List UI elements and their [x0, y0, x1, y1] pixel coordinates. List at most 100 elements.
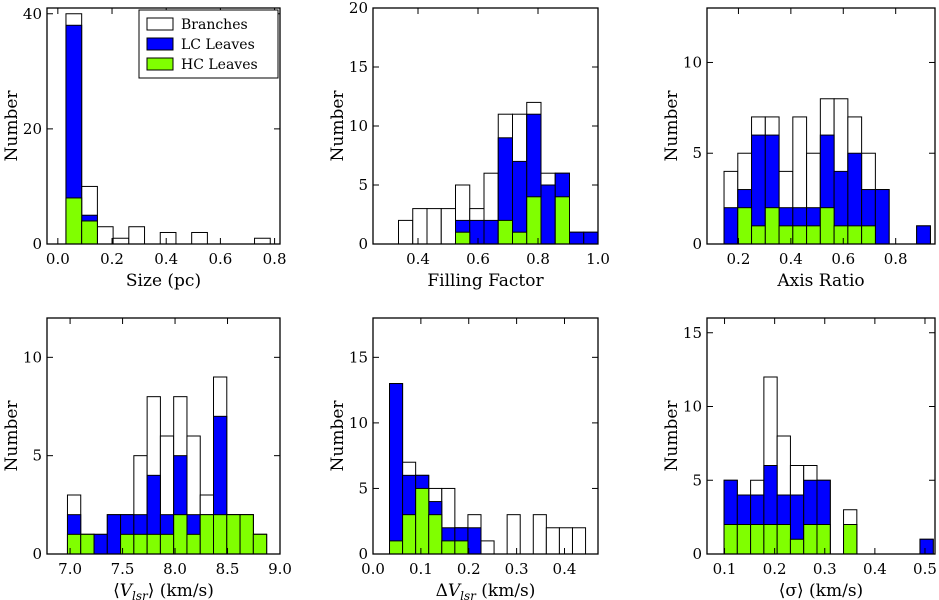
bar-size-branches-4: [128, 226, 146, 245]
ytick-label-dvlsr-2: 10: [349, 414, 368, 432]
ylabel-size: Number: [2, 90, 22, 162]
bar-axis-lc-leaves-0: [723, 207, 739, 245]
bar-vlsr-hc-leaves-8: [173, 514, 188, 555]
ytick-label-sigma-2: 10: [683, 398, 702, 416]
panel-size: 0.0 0.2 0.4 0.6 0.8 0 20 40 Size (pc) Number Branc…: [2, 5, 287, 291]
bar-filling-branches-2: [426, 208, 442, 245]
panel-axis: 0.2 0.4 0.6 0.8 0 5 10 Axis Ratio Number: [662, 7, 936, 291]
xtick-label-sigma-2: 0.3: [813, 560, 837, 578]
bar-vlsr-hc-leaves-11: [213, 514, 228, 555]
xlabel-size: Size (pc): [126, 271, 201, 291]
bar-filling-hc-leaves-9: [526, 196, 542, 245]
xtick-label-filling-1: 0.6: [466, 250, 490, 268]
bar-filling-hc-leaves-11: [554, 196, 570, 245]
xtick-label-axis-1: 0.4: [779, 250, 803, 268]
bar-dvlsr-branches-11: [545, 527, 560, 555]
xtick-label-dvlsr-0: 0.0: [361, 560, 385, 578]
ytick-label-size-1: 20: [23, 120, 42, 138]
xtick-label-filling-0: 0.4: [406, 250, 430, 268]
bar-size-hc-leaves-0: [65, 197, 83, 245]
axes-frame-sigma: [706, 317, 936, 555]
xtick-label-dvlsr-1: 0.1: [409, 560, 433, 578]
ytick-label-axis-1: 5: [692, 144, 702, 162]
bar-dvlsr-hc-leaves-4: [441, 540, 456, 555]
xtick-label-axis-0: 0.2: [727, 250, 751, 268]
axes-frame-axis: [706, 7, 936, 245]
bar-vlsr-hc-leaves-7: [159, 533, 175, 555]
bar-dvlsr-hc-leaves-3: [428, 514, 443, 555]
bar-filling-hc-leaves-4: [455, 231, 471, 245]
bar-axis-lc-leaves-13: [916, 225, 931, 245]
bar-dvlsr-branches-10: [532, 514, 547, 555]
bars-vlsr: [66, 376, 268, 555]
bar-filling-lc-leaves-5: [469, 219, 485, 245]
bar-size-branches-5: [159, 231, 177, 245]
xtick-label-size-2: 0.4: [154, 250, 178, 268]
bars-filling: [398, 101, 599, 245]
bars-sigma: [723, 376, 934, 555]
xlabel-sigma: ⟨σ⟩ (km/s): [779, 581, 863, 600]
ytick-label-vlsr-0: 0: [32, 545, 42, 563]
bar-sigma-hc-leaves-7: [816, 524, 831, 555]
ytick-label-axis-0: 0: [692, 235, 702, 253]
bar-vlsr-hc-leaves-5: [133, 533, 148, 555]
bar-vlsr-hc-leaves-12: [226, 514, 241, 555]
bar-axis-lc-leaves-11: [874, 189, 890, 245]
bar-sigma-hc-leaves-2: [750, 524, 765, 555]
legend-label-1: LC Leaves: [181, 37, 255, 53]
bars-size: [65, 13, 271, 245]
bar-sigma-hc-leaves-3: [763, 524, 778, 555]
xtick-label-axis-3: 0.8: [884, 250, 908, 268]
bar-sigma-hc-leaves-1: [736, 524, 752, 555]
ylabel-sigma: Number: [662, 400, 682, 472]
axes-frame-vlsr: [46, 317, 281, 555]
bar-sigma-hc-leaves-6: [803, 524, 818, 555]
bar-axis-hc-leaves-2: [751, 225, 766, 245]
bar-axis-hc-leaves-1: [737, 207, 753, 245]
bar-axis-hc-leaves-9: [847, 225, 863, 245]
ytick-label-sigma-0: 0: [692, 545, 702, 563]
ylabel-filling: Number: [328, 90, 348, 162]
bars-axis: [723, 98, 931, 245]
bar-vlsr-hc-leaves-10: [199, 514, 215, 555]
ytick-label-vlsr-2: 10: [23, 348, 42, 366]
bar-sigma-hc-leaves-8: [843, 524, 858, 555]
bar-filling-branches-0: [398, 219, 414, 245]
bar-axis-hc-leaves-7: [819, 207, 835, 245]
xtick-label-size-0: 0.0: [46, 250, 70, 268]
bar-filling-lc-leaves-12: [569, 231, 585, 245]
xtick-label-filling-3: 1.0: [586, 250, 610, 268]
bar-filling-hc-leaves-8: [512, 231, 528, 245]
bar-vlsr-lc-leaves-3: [106, 514, 122, 555]
bar-size-branches-7: [254, 237, 271, 245]
ytick-label-axis-2: 10: [683, 53, 702, 71]
xtick-label-dvlsr-4: 0.4: [553, 560, 577, 578]
xtick-label-sigma-0: 0.1: [713, 560, 737, 578]
xtick-label-size-4: 0.8: [263, 250, 287, 268]
bar-axis-hc-leaves-3: [764, 207, 780, 245]
ytick-label-filling-3: 15: [349, 58, 368, 76]
bar-axis-hc-leaves-5: [792, 225, 808, 245]
ytick-label-dvlsr-3: 15: [349, 348, 368, 366]
legend-label-0: Branches: [181, 17, 248, 33]
xtick-label-vlsr-4: 9.0: [268, 560, 292, 578]
ytick-label-sigma-3: 15: [683, 324, 702, 342]
bar-filling-lc-leaves-8: [512, 160, 528, 245]
bar-sigma-lc-leaves-9: [919, 538, 934, 555]
bar-dvlsr-branches-7: [480, 540, 495, 555]
bar-filling-branches-1: [412, 208, 428, 245]
bar-filling-lc-leaves-13: [583, 231, 599, 245]
bar-vlsr-hc-leaves-13: [239, 514, 254, 555]
xtick-label-sigma-1: 0.2: [763, 560, 787, 578]
bar-dvlsr-branches-13: [571, 527, 587, 555]
bar-dvlsr-hc-leaves-1: [402, 514, 417, 555]
ytick-label-size-0: 0: [32, 235, 42, 253]
xlabel-axis: Axis Ratio: [776, 271, 864, 291]
bar-axis-hc-leaves-10: [861, 225, 876, 245]
ytick-label-filling-0: 0: [358, 235, 368, 253]
bar-dvlsr-lc-leaves-0: [389, 383, 404, 555]
legend-swatch-2: [146, 57, 174, 71]
bar-vlsr-hc-leaves-6: [146, 533, 161, 555]
panel-vlsr: 7.0 7.5 8.0 8.5 9.0 0 5 10 ⟨Vlsr⟩ (km/s) Number: [2, 317, 292, 600]
axes-frame-size: [46, 7, 281, 245]
